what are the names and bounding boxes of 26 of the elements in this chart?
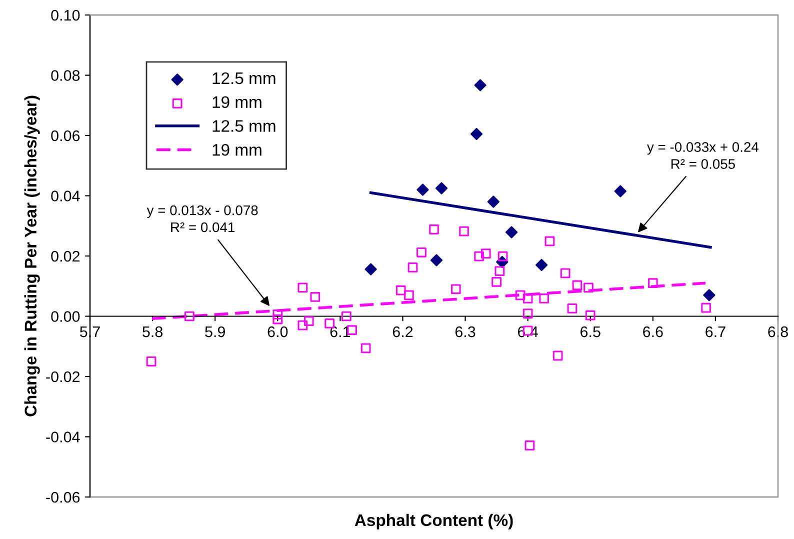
x-tick-label: 6.7 [706,326,726,338]
y-tick-label: 0.10 [51,10,80,21]
x-tick-label: 6.8 [768,326,788,338]
legend-label: 12.5 mm [212,120,276,132]
y-tick-label: -0.04 [46,432,80,442]
y-tick-label: 0.08 [51,70,80,81]
y-tick-label: -0.02 [46,371,80,382]
y-tick-label: 0.04 [51,190,80,202]
x-tick-label: 6.2 [392,326,413,338]
y-axis-title: Change in Rutting Per Year (inches/year) [24,96,40,416]
legend-label: 12.5 mm [212,72,276,84]
annotation: y = 0.013x - 0.078 R² = 0.041 [146,205,258,232]
x-tick-label: 6.0 [268,326,288,338]
x-tick-label: 5.8 [142,326,162,338]
x-tick-label: 5.9 [205,326,225,338]
x-tick-label: 6.5 [580,326,600,338]
x-axis-title: Asphalt Content (%) [354,514,513,530]
y-tick-label: 0.02 [51,250,80,262]
legend-label: 19 mm [212,96,262,108]
x-tick-label: 6.3 [455,326,476,338]
y-tick-label: 0.00 [51,311,80,322]
legend-label: 19 mm [212,144,262,156]
y-tick-label: -0.06 [46,492,80,503]
annotation: y = -0.033x + 0.24 R² = 0.055 [647,142,759,169]
x-tick-label: 6.6 [643,326,663,338]
y-tick-label: 0.06 [51,130,80,142]
